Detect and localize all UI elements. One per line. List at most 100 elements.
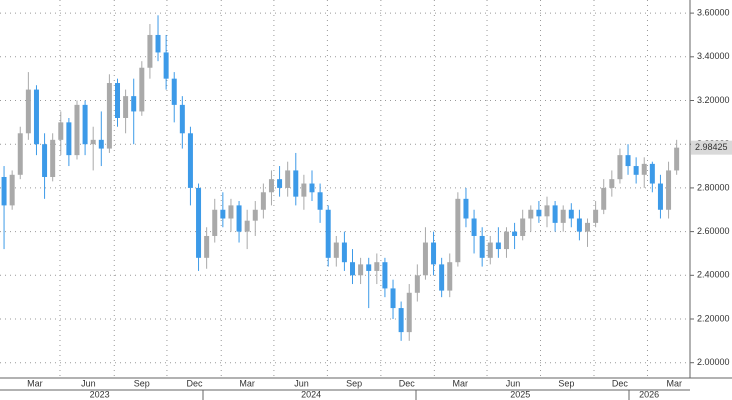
candle-body: [131, 96, 137, 112]
candle-body: [431, 242, 437, 265]
y-tick-label: 3.20000: [697, 95, 730, 105]
candle-body: [115, 83, 121, 118]
x-tick-label: Jun: [81, 378, 96, 388]
candle-body: [487, 242, 493, 258]
candle-body: [268, 179, 274, 193]
candle-body: [625, 155, 631, 167]
candle-body: [147, 34, 153, 68]
candle-body: [163, 52, 169, 79]
candle-body: [293, 170, 299, 197]
last-price-label: 2.98425: [695, 142, 728, 152]
candle-body: [106, 83, 112, 149]
candle-body: [98, 139, 104, 149]
candle-body: [123, 96, 129, 118]
candle-body: [374, 262, 380, 271]
x-tick-label: Sep: [134, 378, 150, 388]
candle-body: [66, 122, 72, 156]
candle-body: [317, 192, 323, 210]
y-tick-label: 2.80000: [697, 182, 730, 192]
year-label: 2026: [639, 389, 659, 399]
candle-body: [512, 231, 518, 236]
candle-body: [82, 104, 88, 145]
candle-body: [633, 166, 639, 175]
candle-body: [187, 133, 193, 188]
x-tick-label: Mar: [27, 378, 43, 388]
x-tick-label: Jun: [506, 378, 521, 388]
candle-body: [171, 78, 177, 105]
candle-body: [390, 288, 396, 309]
last-price-box: [691, 140, 732, 155]
candle-body: [228, 205, 234, 219]
x-tick-label: Sep: [558, 378, 574, 388]
candle-body: [447, 262, 453, 291]
candle-body: [382, 262, 388, 289]
x-tick-label: Mar: [239, 378, 255, 388]
candle-body: [674, 147, 680, 171]
candle-body: [309, 183, 315, 193]
candle-body: [536, 209, 542, 217]
y-tick-label: 3.40000: [697, 51, 730, 61]
candle-body: [285, 170, 291, 188]
candle-body: [74, 104, 80, 156]
x-tick-label: Dec: [399, 378, 416, 388]
candle-body: [301, 183, 307, 197]
x-tick-label: Mar: [666, 378, 682, 388]
y-tick-label: 2.60000: [697, 226, 730, 236]
candle-body: [657, 183, 663, 210]
year-label: 2024: [301, 389, 321, 399]
candle-body: [366, 264, 372, 271]
y-tick-label: 2.20000: [697, 313, 730, 323]
x-tick-label: Mar: [453, 378, 469, 388]
candle-body: [325, 209, 331, 258]
candle-body: [641, 163, 647, 175]
candle-body: [585, 222, 591, 232]
candle-body: [204, 235, 210, 258]
candle-body: [50, 139, 56, 177]
candle-body: [179, 104, 185, 134]
x-tick-label: Dec: [186, 378, 203, 388]
candle-body: [155, 34, 161, 53]
candle-body: [58, 122, 64, 140]
y-tick-label: 3.60000: [697, 7, 730, 17]
candle-body: [406, 292, 412, 333]
candle-body: [593, 209, 599, 223]
candle-body: [495, 242, 501, 250]
candle-body: [552, 205, 558, 223]
candle-body: [252, 209, 258, 221]
candle-body: [1, 176, 7, 206]
candle-body: [341, 242, 347, 263]
candle-body: [358, 264, 364, 276]
candle-body: [601, 187, 607, 210]
candle-body: [90, 139, 96, 145]
candle-body: [9, 174, 15, 206]
candle-body: [220, 209, 226, 219]
x-tick-label: Jun: [294, 378, 309, 388]
x-tick-label: Sep: [346, 378, 362, 388]
candle-body: [666, 170, 672, 210]
candle-body: [196, 187, 202, 258]
y-tick-label: 2.40000: [697, 270, 730, 280]
candle-body: [455, 198, 461, 263]
candle-body: [609, 179, 615, 188]
candle-body: [560, 209, 566, 223]
candle-body: [244, 220, 250, 232]
candle-body: [277, 179, 283, 188]
candle-body: [236, 205, 242, 232]
candle-body: [479, 235, 485, 258]
candle-body: [568, 209, 574, 219]
candle-body: [33, 89, 39, 145]
year-label: 2025: [510, 389, 530, 399]
candle-body: [576, 218, 582, 232]
candle-body: [212, 209, 218, 236]
year-label: 2023: [90, 389, 110, 399]
candle-body: [649, 163, 655, 184]
candle-body: [333, 242, 339, 258]
candle-body: [17, 133, 23, 175]
x-tick-label: Dec: [612, 378, 629, 388]
candle-body: [617, 155, 623, 180]
y-tick-label: 2.00000: [697, 357, 730, 367]
candle-body: [260, 192, 266, 210]
candle-body: [25, 89, 31, 134]
candle-body: [463, 198, 469, 219]
